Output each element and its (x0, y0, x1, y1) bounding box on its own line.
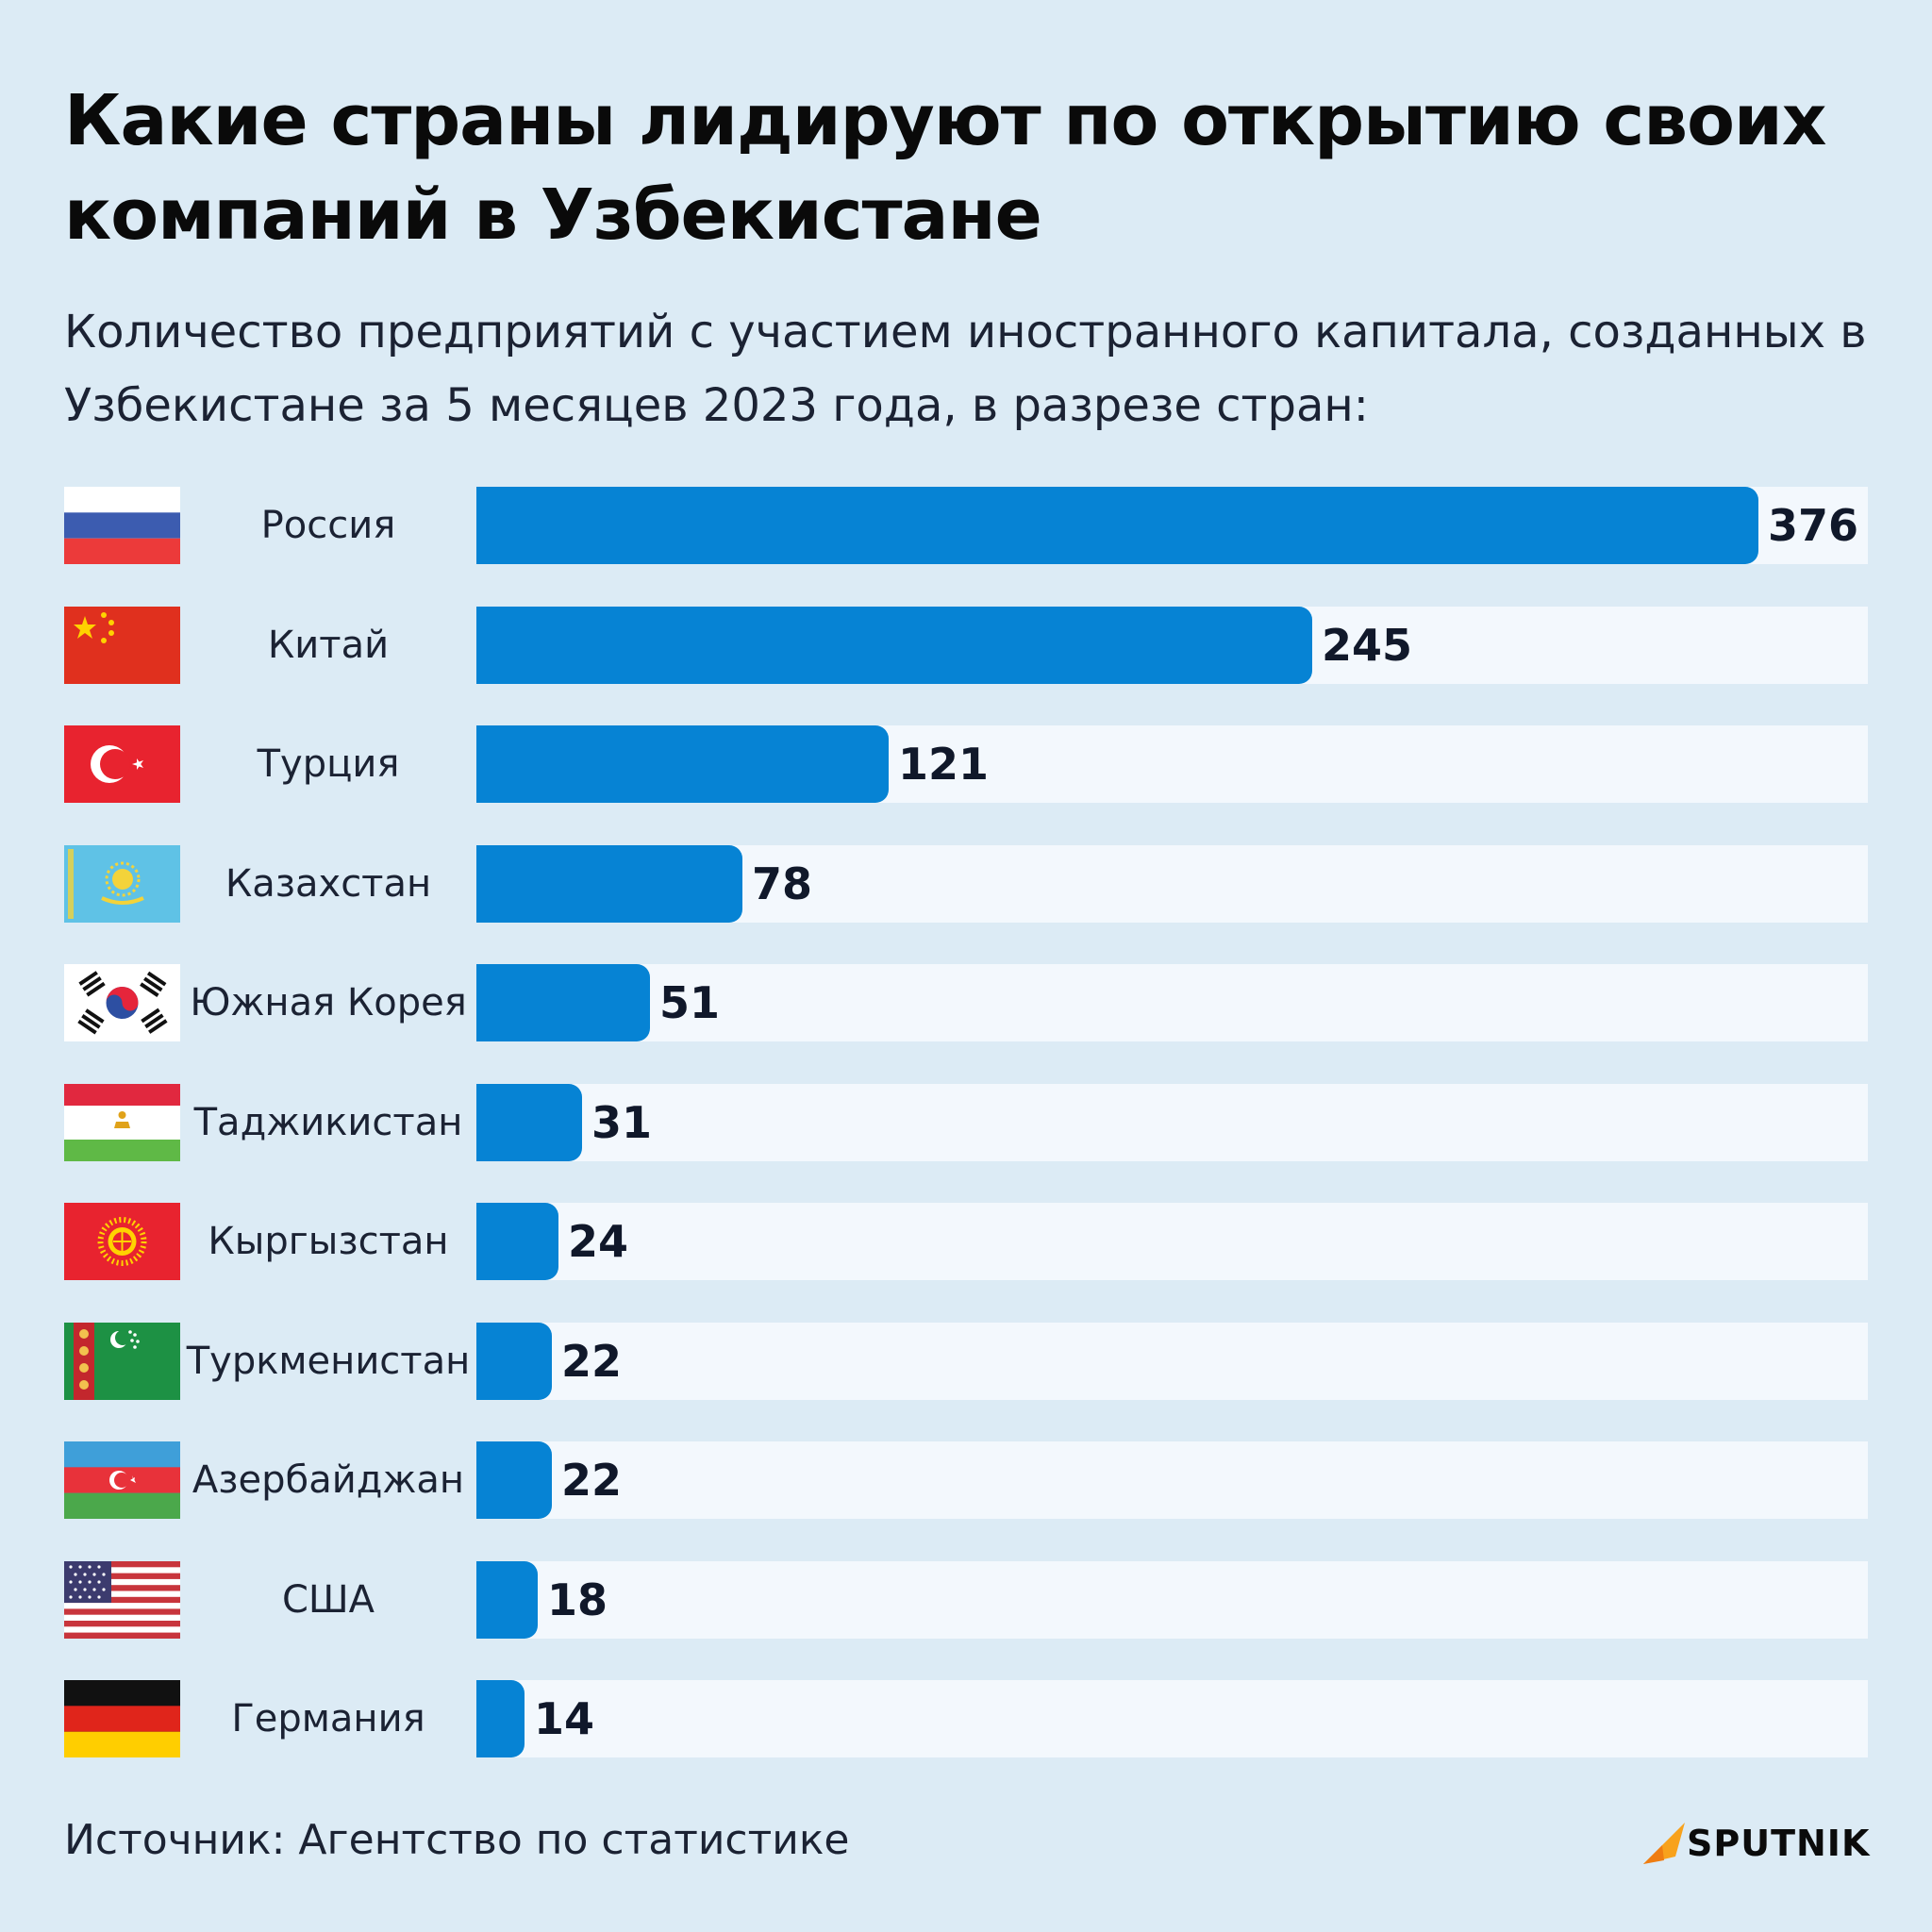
data-label: 24 (568, 1216, 629, 1267)
category-label: Южная Корея (190, 981, 467, 1024)
source-note: Источник: Агентство по статистике (64, 1816, 850, 1864)
bar-row: Азербайджан 22 (0, 1441, 1932, 1519)
china-flag-icon (64, 606, 180, 684)
category-label: Россия (260, 504, 396, 547)
category-label: Туркменистан (186, 1339, 471, 1383)
bar-row: Германия 14 (0, 1680, 1932, 1757)
data-label: 51 (659, 977, 721, 1028)
bar-row: Китай 245 (0, 606, 1932, 684)
sputnik-logo-icon (1643, 1823, 1685, 1864)
bar (476, 1322, 552, 1400)
usa-flag-icon (64, 1560, 180, 1639)
data-label: 121 (898, 739, 990, 790)
sputnik-logo: SPUTNIK (1640, 1813, 1875, 1870)
russia-flag-icon (64, 487, 180, 564)
data-label: 78 (752, 858, 813, 909)
bar-track (476, 1560, 1868, 1639)
category-label: Кыргызстан (208, 1220, 449, 1263)
turkmenistan-flag-icon (64, 1322, 180, 1400)
kyrgyzstan-flag-icon (64, 1203, 180, 1280)
bar-row: Туркменистан 22 (0, 1322, 1932, 1400)
chart-subtitle: Количество предприятий с участием иностр… (64, 306, 1867, 432)
bar-row: Турция 121 (0, 725, 1932, 803)
bar-row: Россия 376 (0, 487, 1932, 564)
bar (476, 1441, 552, 1519)
category-label: Китай (267, 623, 390, 667)
bar (476, 1083, 582, 1161)
sputnik-logo-text: SPUTNIK (1687, 1823, 1871, 1864)
category-label: США (281, 1577, 375, 1622)
bar-track (476, 1680, 1868, 1757)
bar (476, 725, 889, 803)
bar (476, 1680, 525, 1757)
bar (476, 1560, 538, 1639)
bar-row: Кыргызстан 24 (0, 1203, 1932, 1280)
data-label: 22 (561, 1335, 623, 1387)
category-label: Таджикистан (193, 1100, 463, 1144)
tajikistan-flag-icon (64, 1083, 180, 1161)
bar-row: США 18 (0, 1560, 1932, 1639)
category-label: Казахстан (225, 861, 432, 906)
data-label: 31 (591, 1096, 653, 1148)
category-label: Турция (257, 742, 400, 786)
data-label: 376 (1768, 500, 1859, 551)
bar (476, 606, 1312, 684)
bar-row: Таджикистан 31 (0, 1083, 1932, 1161)
bar-track (476, 964, 1868, 1041)
bar (476, 844, 742, 923)
category-label: Германия (231, 1697, 425, 1740)
bar-track (476, 1203, 1868, 1280)
data-label: 245 (1322, 619, 1413, 671)
turkey-flag-icon (64, 725, 180, 803)
bar-row: Южная Корея 51 (0, 964, 1932, 1041)
data-label: 18 (547, 1574, 608, 1625)
bar-track (476, 1083, 1868, 1161)
germany-flag-icon (64, 1680, 180, 1757)
kazakhstan-flag-icon (64, 844, 180, 923)
azerbaijan-flag-icon (64, 1441, 180, 1519)
south-korea-flag-icon (64, 964, 180, 1041)
chart-title: Какие страны лидируют по открытию своих … (64, 80, 1827, 256)
category-label: Азербайджан (192, 1458, 465, 1502)
bar-track (476, 1441, 1868, 1519)
bar (476, 1203, 558, 1280)
bar (476, 487, 1758, 564)
bar-track (476, 1322, 1868, 1400)
bar (476, 964, 650, 1041)
data-label: 14 (534, 1693, 595, 1744)
data-label: 22 (561, 1455, 623, 1506)
bar-row: Казахстан 78 (0, 844, 1932, 923)
